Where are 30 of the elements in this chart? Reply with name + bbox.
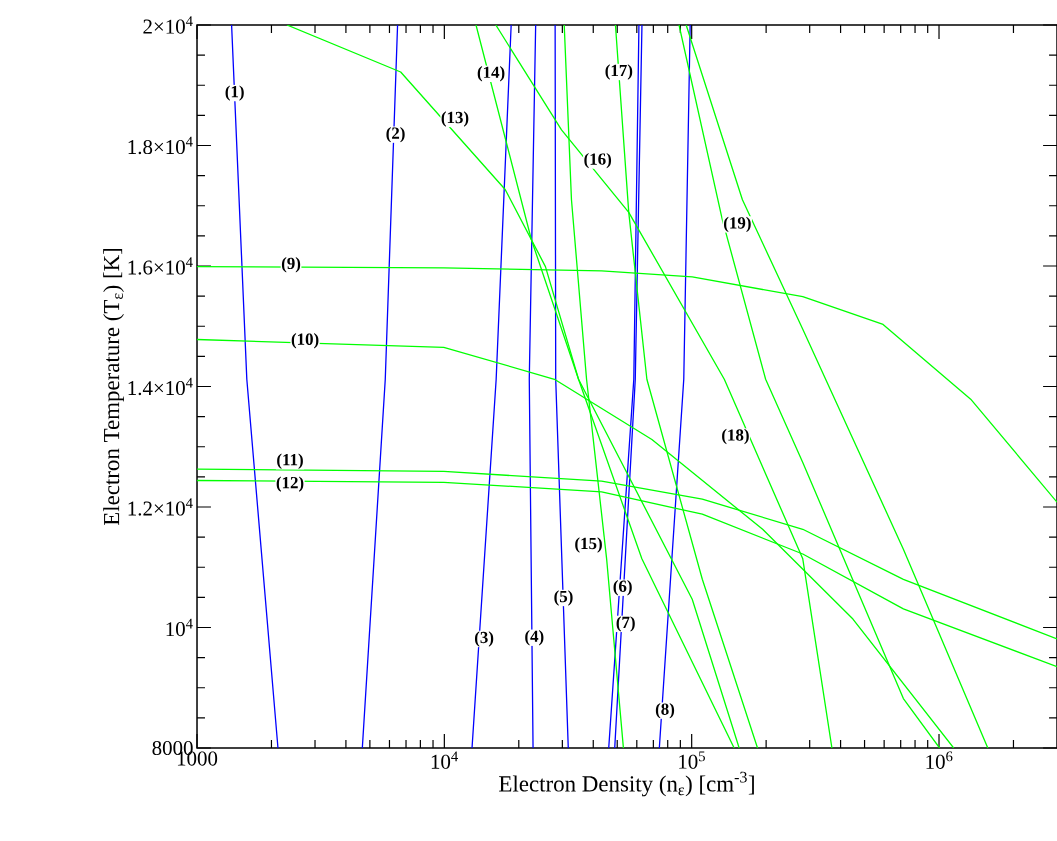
annotation: (13) [441,111,469,127]
x-tick-label: 10$^{5}$ [679,751,705,769]
annotation: (8) [655,702,675,719]
annotation: (12) [276,476,304,492]
annotation: (4) [525,630,544,646]
annotation: (14) [477,66,505,82]
annotation: (3) [474,631,494,647]
annotation: (2) [386,126,405,143]
annotation: (7) [616,616,635,632]
annotation: (10) [291,333,319,349]
annotation: (15) [575,537,602,553]
annotation: (11) [277,453,303,469]
annotation: (1) [225,85,244,101]
x-tick-label: 10$^{4}$ [431,751,458,769]
y-axis-title: Electron Temperature (T$_{ε}$) [K] [103,248,124,526]
annotation: (18) [722,428,749,445]
annotation: (19) [723,216,751,233]
annotation: (17) [605,64,633,80]
x-axis-title: Electron Density (n$_{ε}$) [cm$^{-3}$] [499,771,754,797]
annotation: (5) [554,590,573,606]
annotation: (16) [584,152,612,169]
y-tick-label: 10$^{4}$ [166,618,193,637]
y-tick-label: 1.8×10$^{4}$ [128,136,193,155]
annotation: (6) [613,580,632,596]
y-tick-label: 1.6×10$^{4}$ [128,257,193,275]
annotation: (9) [281,257,301,273]
y-tick-label: 1.2×10$^{4}$ [128,498,193,516]
x-tick-label: 10$^{6}$ [926,751,953,769]
y-tick-label: 2×10$^{4}$ [143,16,193,34]
y-tick-label: 1.4×10$^{4}$ [128,377,193,396]
